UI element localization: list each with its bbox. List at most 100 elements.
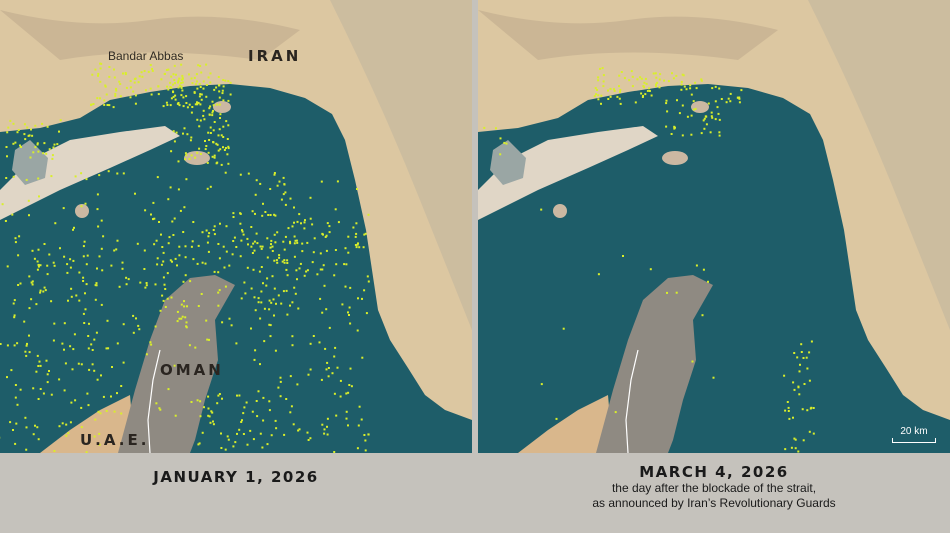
ship-dot xyxy=(37,438,40,441)
ship-dot xyxy=(61,422,64,425)
ship-dot xyxy=(120,385,123,387)
ship-dot xyxy=(75,294,78,297)
ship-dot xyxy=(597,79,600,82)
ship-dot xyxy=(206,161,209,164)
ship-dot xyxy=(797,450,800,453)
ship-dot xyxy=(13,299,16,302)
ship-dot xyxy=(287,227,290,230)
ship-dot xyxy=(92,103,95,105)
ship-dot xyxy=(671,72,673,75)
ship-dot xyxy=(692,108,695,111)
ship-dot xyxy=(788,417,791,420)
ship-dot xyxy=(186,305,188,308)
ship-dot xyxy=(289,197,292,200)
ship-dot xyxy=(192,221,195,223)
ship-dot xyxy=(355,232,358,235)
ship-dot xyxy=(16,403,19,406)
ship-dot xyxy=(36,142,39,145)
ship-dot xyxy=(269,324,272,327)
map-panel-january: Bandar Abbas IRAN OMAN U.A.E. xyxy=(0,0,472,453)
ship-dot xyxy=(227,80,230,83)
ship-dot xyxy=(172,73,175,76)
ship-dot xyxy=(119,95,122,98)
ship-dot xyxy=(718,118,721,121)
ship-dot xyxy=(223,266,226,269)
ship-dot xyxy=(97,72,100,75)
ship-dot xyxy=(273,259,276,262)
ship-dot xyxy=(283,433,286,436)
ship-dot xyxy=(226,153,229,156)
ship-dot xyxy=(63,322,66,325)
ship-dot xyxy=(631,75,634,78)
ship-dot xyxy=(185,321,188,324)
ship-dot xyxy=(150,343,153,346)
ship-dot xyxy=(336,366,339,369)
ship-dot xyxy=(738,97,741,100)
ship-dot xyxy=(333,355,336,358)
ship-dot xyxy=(72,348,75,351)
ship-dot xyxy=(326,433,329,436)
ship-dot xyxy=(218,84,221,87)
ship-dot xyxy=(124,72,127,74)
ship-dot xyxy=(784,409,787,412)
ship-dot xyxy=(174,98,177,101)
ship-dot xyxy=(250,245,253,248)
ship-dot xyxy=(200,293,203,295)
map-march xyxy=(478,0,950,453)
ship-dot xyxy=(134,102,137,105)
ship-dot xyxy=(199,119,202,122)
ship-dot xyxy=(137,81,140,84)
ship-dot xyxy=(644,93,647,96)
ship-dot xyxy=(711,116,714,119)
ship-dot xyxy=(597,98,600,101)
ship-dot xyxy=(245,401,248,404)
ship-dot xyxy=(194,103,197,106)
ship-dot xyxy=(704,115,707,118)
caption-date: JANUARY 1, 2026 xyxy=(153,468,319,486)
ship-dot xyxy=(215,142,218,145)
ship-dot xyxy=(808,379,811,382)
ship-dot xyxy=(326,425,328,428)
ship-dot xyxy=(236,394,238,397)
ship-dot xyxy=(193,76,196,79)
ship-dot xyxy=(251,410,254,413)
ship-dot xyxy=(167,88,170,91)
ship-dot xyxy=(279,395,282,398)
ship-dot xyxy=(168,236,171,239)
ship-dot xyxy=(134,192,136,195)
ship-dot xyxy=(247,243,249,246)
ship-dot xyxy=(298,213,301,216)
ship-dot xyxy=(325,234,328,237)
ship-dot xyxy=(201,231,204,234)
ship-dot xyxy=(483,126,486,129)
ship-dot xyxy=(145,282,148,284)
ship-dot xyxy=(29,156,32,159)
ship-dot xyxy=(170,97,173,100)
ship-dot xyxy=(9,119,12,122)
ship-dot xyxy=(14,396,17,399)
ship-dot xyxy=(680,83,683,86)
ship-dot xyxy=(674,126,676,129)
ship-dot xyxy=(98,174,101,177)
ship-dot xyxy=(28,214,30,217)
ship-dot xyxy=(695,264,698,267)
ship-dot xyxy=(246,266,249,269)
ship-dot xyxy=(794,447,797,450)
ship-dot xyxy=(335,414,338,417)
ship-dot xyxy=(290,405,293,408)
ship-dot xyxy=(201,431,204,434)
ship-dot xyxy=(622,255,624,257)
ship-dot xyxy=(334,346,337,349)
ship-dot xyxy=(70,287,73,290)
ship-dot xyxy=(798,370,801,373)
ship-dot xyxy=(122,172,125,175)
ship-dot xyxy=(800,351,803,353)
ship-dot xyxy=(25,354,28,357)
ship-dot xyxy=(250,226,253,228)
ship-dot xyxy=(96,193,99,196)
ship-dot xyxy=(71,368,74,371)
ship-dot xyxy=(243,281,246,284)
ship-dot xyxy=(94,68,97,71)
ship-dot xyxy=(177,81,179,84)
ship-dot xyxy=(594,87,597,90)
